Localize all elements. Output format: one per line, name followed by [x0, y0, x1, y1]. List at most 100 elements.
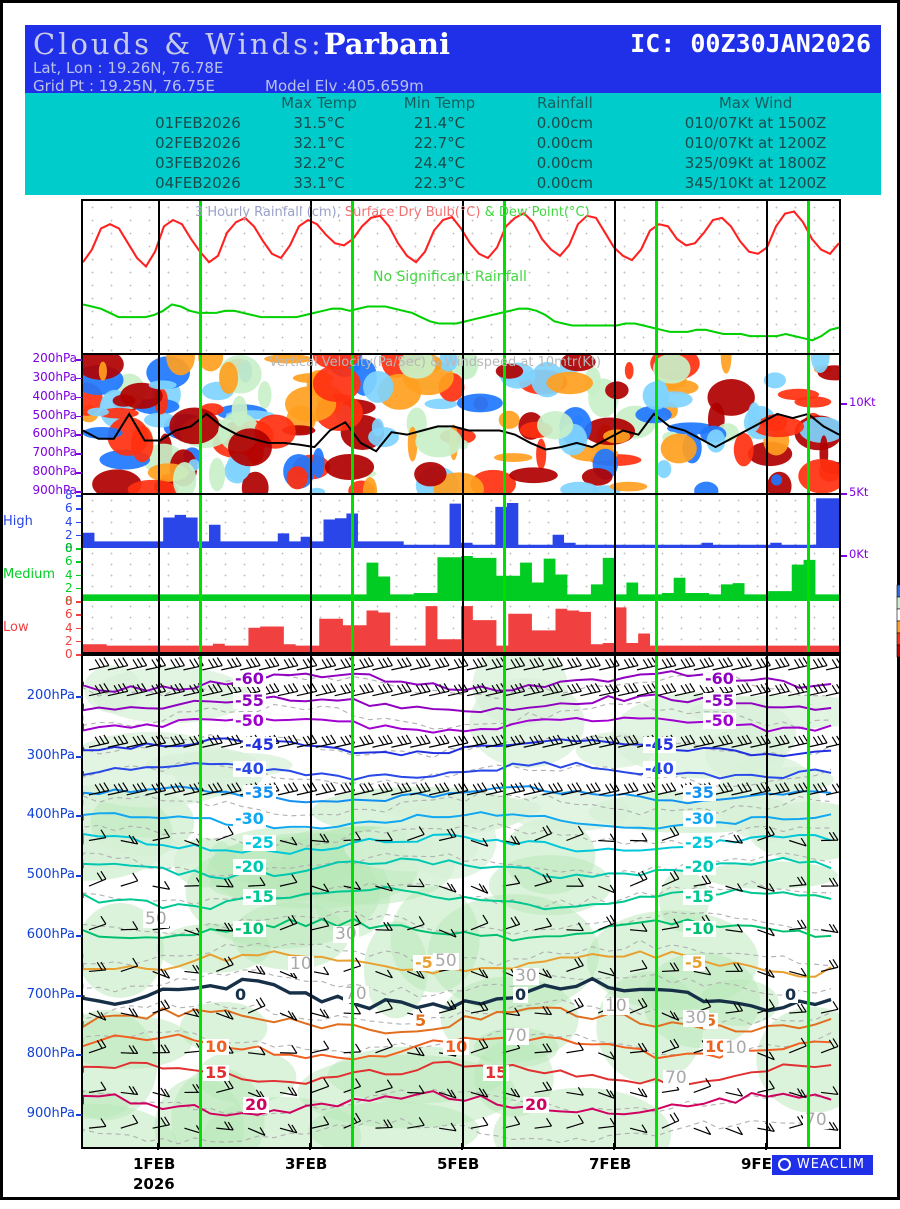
humidity-shade — [83, 1090, 129, 1119]
vv-pressure-tick: 300hPa — [32, 369, 77, 384]
lat-lon-text: Lat, Lon : 19.26N, 76.78E — [33, 59, 224, 77]
wind-barb — [566, 825, 584, 842]
wind-barb — [504, 657, 526, 671]
wind-barb — [534, 917, 553, 931]
isotherm-label: -10 — [683, 919, 716, 938]
col-max-temp: Max Temp — [281, 94, 357, 112]
contour-line — [83, 701, 832, 730]
grid-point-text: Grid Pt : 19.25N, 76.75E — [33, 77, 215, 95]
wind-barb — [279, 874, 298, 887]
vv-contour-blob — [98, 361, 107, 381]
vv-contour-blob — [166, 355, 195, 376]
high-cloud-panel — [81, 495, 841, 548]
isotherm-label: -60 — [703, 669, 736, 688]
humidity-shade — [756, 1006, 839, 1113]
wind-barb — [661, 870, 680, 887]
wind-barb — [429, 782, 450, 796]
forecast-day-marker — [351, 656, 355, 1147]
wind-barb — [407, 1084, 425, 1094]
isotherm-label: -45 — [643, 735, 676, 754]
wind-barb — [216, 956, 234, 972]
wind-barb — [410, 657, 431, 671]
wind-barb — [636, 683, 658, 697]
wind-barb — [447, 683, 469, 697]
wind-barb — [315, 734, 337, 748]
cloud-label-medium: Medium — [3, 567, 55, 582]
wind-barb — [216, 1079, 234, 1094]
humidity-label: 10 — [723, 1038, 749, 1058]
wind-barb — [825, 783, 839, 796]
wind-barb — [375, 969, 393, 979]
forecast-day-marker — [655, 355, 659, 493]
vv-contour-blob — [312, 447, 325, 479]
humidity-shade — [440, 976, 579, 1063]
wind-barb — [561, 782, 582, 796]
isotherm-label: 20 — [243, 1095, 270, 1114]
vv-tick-mark — [76, 377, 82, 380]
cell-rainfall: 0.00cm — [536, 174, 594, 192]
wind-barb — [661, 962, 680, 973]
wind-barb — [485, 683, 507, 697]
x-tick-mark — [309, 1143, 311, 1150]
isotherm-label: 15 — [203, 1063, 230, 1082]
isotherm-label: -10 — [233, 919, 266, 938]
wind-barb — [120, 872, 139, 887]
wind-barb — [216, 1121, 234, 1131]
wind-barb — [789, 1037, 807, 1054]
wind-barb — [629, 997, 648, 1014]
wind-barb — [152, 968, 171, 979]
colorbar-segment — [896, 608, 900, 622]
vv-contour-blob — [733, 432, 754, 467]
wind-barb — [439, 1122, 457, 1132]
wind-barb — [788, 734, 809, 748]
wind-barb — [566, 922, 584, 932]
vv-contour-blob — [609, 481, 648, 492]
wind-barb — [277, 657, 299, 671]
wind-barb — [391, 782, 412, 796]
isotherm-label: -35 — [243, 783, 276, 802]
kt-tick-label: 10Kt — [849, 395, 876, 409]
station-name: Parbani — [323, 27, 451, 61]
vv-contour-blob — [455, 357, 478, 380]
wind-barb — [566, 877, 584, 887]
cloud-tick-mark — [76, 521, 81, 523]
wind-barb — [353, 657, 374, 671]
wind-barb — [438, 1088, 457, 1099]
vv-contour-blob — [363, 370, 394, 403]
wind-barb — [410, 683, 431, 697]
cross-tick-mark — [76, 875, 82, 878]
day-separator — [766, 355, 768, 493]
vv-contour-blob — [415, 425, 463, 458]
wind-barb — [126, 683, 148, 697]
humidity-shade — [154, 1077, 245, 1147]
wind-barb — [311, 966, 330, 976]
wind-barb — [311, 883, 330, 893]
wind-barb — [145, 782, 167, 796]
wind-barb — [120, 1007, 139, 1018]
wind-barb — [375, 1119, 393, 1129]
vv-contour-blob — [198, 355, 224, 372]
cloud-tick: 6 — [65, 554, 73, 569]
wind-barb — [712, 734, 734, 748]
isotherm-label: -35 — [683, 783, 716, 802]
isotherm-label: -5 — [413, 953, 435, 972]
vv-contour-blob — [763, 372, 786, 389]
isotherm-label: -45 — [243, 735, 276, 754]
wind-barb — [693, 1126, 712, 1136]
vv-contour-blob — [131, 425, 154, 463]
cell-max_temp: 32.1°C — [293, 134, 345, 152]
wind-barb — [693, 734, 715, 748]
forecast-day-marker — [199, 355, 203, 493]
wind-barb — [391, 734, 412, 748]
isotherm-label: -60 — [233, 669, 266, 688]
wind-barb — [372, 734, 393, 748]
wind-barb — [820, 1038, 839, 1054]
cloud-tick: 8 — [65, 594, 73, 608]
wind-barb — [542, 734, 563, 748]
col-rainfall: Rainfall — [536, 94, 593, 112]
cloud-tick-mark — [76, 587, 81, 590]
wind-barb — [202, 683, 223, 697]
wind-barb — [126, 657, 148, 671]
wind-barb — [769, 657, 790, 671]
wind-barb — [429, 683, 450, 697]
